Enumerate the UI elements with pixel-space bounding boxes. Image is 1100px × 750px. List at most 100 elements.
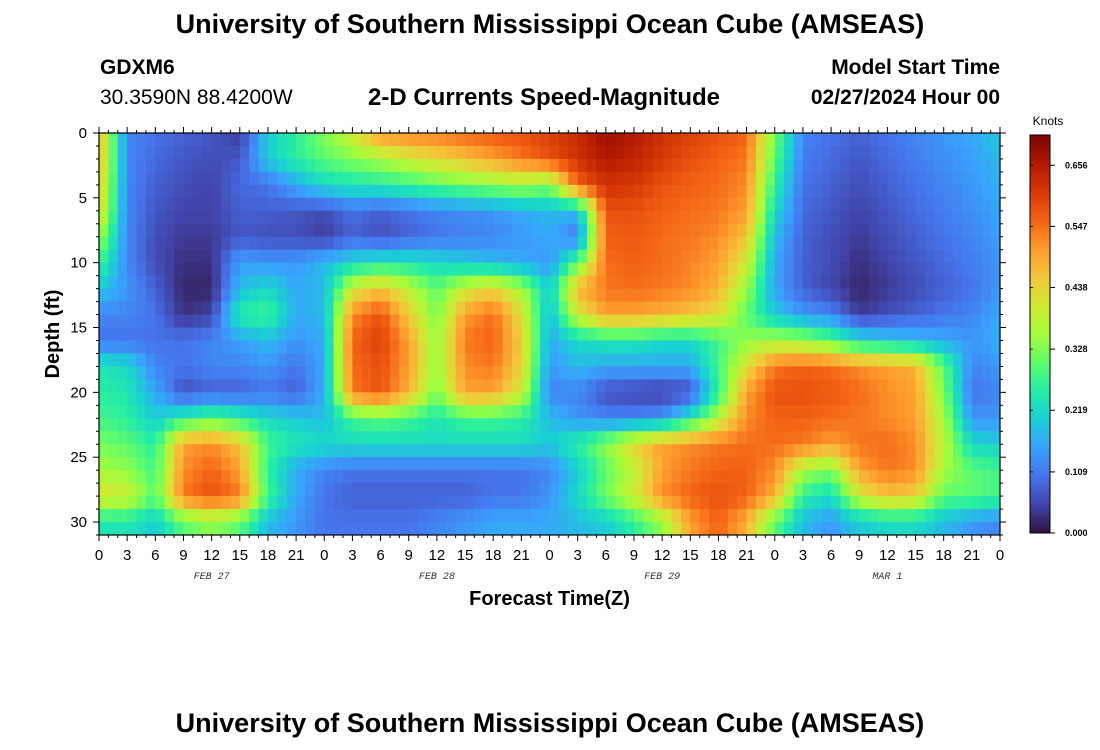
heatmap-cell xyxy=(192,418,203,432)
heatmap-cell xyxy=(709,496,720,510)
heatmap-cell xyxy=(314,366,325,380)
heatmap-cell xyxy=(718,171,729,186)
heatmap-cell xyxy=(127,171,138,186)
heatmap-cell xyxy=(436,392,447,406)
heatmap-cell xyxy=(962,314,973,329)
heatmap-cell xyxy=(333,353,344,368)
heatmap-cell xyxy=(455,522,466,535)
heatmap-cell xyxy=(859,366,870,380)
heatmap-cell xyxy=(596,184,607,199)
heatmap-cell xyxy=(324,133,335,147)
heatmap-cell xyxy=(831,431,842,445)
heatmap-cell xyxy=(662,470,673,484)
heatmap-cell xyxy=(662,210,673,225)
heatmap-cell xyxy=(643,133,654,147)
heatmap-cell xyxy=(680,236,691,251)
heatmap-cell xyxy=(793,509,804,523)
heatmap-cell xyxy=(971,145,982,160)
heatmap-cell xyxy=(577,133,588,147)
heatmap-cell xyxy=(277,301,288,316)
heatmap-cell xyxy=(953,340,964,355)
x-tick-label: 3 xyxy=(348,547,356,564)
heatmap-cell xyxy=(465,171,476,186)
heatmap-cell xyxy=(465,509,476,523)
heatmap-cell xyxy=(887,522,898,535)
heatmap-cell xyxy=(737,158,748,173)
heatmap-cell xyxy=(755,340,766,355)
heatmap-cell xyxy=(249,223,260,238)
heatmap-cell xyxy=(418,133,429,147)
heatmap-cell xyxy=(812,418,823,432)
heatmap-cell xyxy=(615,353,626,368)
heatmap-cell xyxy=(718,392,729,406)
heatmap-cell xyxy=(877,418,888,432)
heatmap-cell xyxy=(108,314,119,329)
heatmap-cell xyxy=(183,418,194,432)
heatmap-cell xyxy=(896,366,907,380)
heatmap-cell xyxy=(802,483,813,497)
heatmap-cell xyxy=(906,158,917,173)
heatmap-cell xyxy=(99,366,109,380)
heatmap-cell xyxy=(436,405,447,419)
heatmap-cell xyxy=(239,197,250,212)
heatmap-cell xyxy=(436,145,447,160)
heatmap-cell xyxy=(943,509,954,523)
heatmap-cell xyxy=(577,392,588,406)
heatmap-cell xyxy=(774,457,785,471)
heatmap-cell xyxy=(436,327,447,342)
heatmap-cell xyxy=(633,470,644,484)
heatmap-cell xyxy=(943,145,954,160)
heatmap-cell xyxy=(709,184,720,199)
heatmap-cell xyxy=(821,236,832,251)
heatmap-cell xyxy=(155,197,166,212)
heatmap-cell xyxy=(408,223,419,238)
heatmap-cell xyxy=(305,184,316,199)
heatmap-cell xyxy=(352,496,363,510)
heatmap-cell xyxy=(192,340,203,355)
heatmap-cell xyxy=(211,262,222,277)
heatmap-cell xyxy=(849,133,860,147)
heatmap-cell xyxy=(277,171,288,186)
heatmap-cell xyxy=(230,418,241,432)
heatmap-cell xyxy=(427,379,438,393)
heatmap-cell xyxy=(399,509,410,523)
heatmap-cell xyxy=(418,197,429,212)
heatmap-cell xyxy=(662,314,673,329)
heatmap-cell xyxy=(483,223,494,238)
colorbar-tick-label: 0.219 xyxy=(1065,405,1088,415)
heatmap-cell xyxy=(971,522,982,535)
heatmap-cell xyxy=(408,236,419,251)
heatmap-cell xyxy=(671,301,682,316)
heatmap-cell xyxy=(924,133,935,147)
heatmap-cell xyxy=(605,210,616,225)
heatmap-cell xyxy=(690,275,701,290)
heatmap-cell xyxy=(192,262,203,277)
heatmap-cell xyxy=(709,288,720,303)
heatmap-cell xyxy=(99,522,109,535)
heatmap-cell xyxy=(971,197,982,212)
heatmap-cell xyxy=(568,340,579,355)
heatmap-cell xyxy=(990,158,1000,173)
heatmap-cell xyxy=(258,301,269,316)
heatmap-cell xyxy=(784,314,795,329)
heatmap-cell xyxy=(812,327,823,342)
heatmap-cell xyxy=(399,379,410,393)
heatmap-cell xyxy=(174,236,185,251)
heatmap-cell xyxy=(652,184,663,199)
heatmap-cell xyxy=(455,431,466,445)
heatmap-cell xyxy=(230,392,241,406)
heatmap-cell xyxy=(690,470,701,484)
heatmap-cell xyxy=(558,288,569,303)
heatmap-cell xyxy=(558,509,569,523)
heatmap-cell xyxy=(943,444,954,458)
heatmap-cell xyxy=(596,405,607,419)
heatmap-cell xyxy=(671,184,682,199)
heatmap-cell xyxy=(652,392,663,406)
heatmap-cell xyxy=(896,353,907,368)
heatmap-cell xyxy=(117,470,128,484)
heatmap-cell xyxy=(727,509,738,523)
heatmap-cell xyxy=(427,509,438,523)
heatmap-cell xyxy=(343,418,354,432)
heatmap-cell xyxy=(286,353,297,368)
heatmap-cell xyxy=(577,262,588,277)
